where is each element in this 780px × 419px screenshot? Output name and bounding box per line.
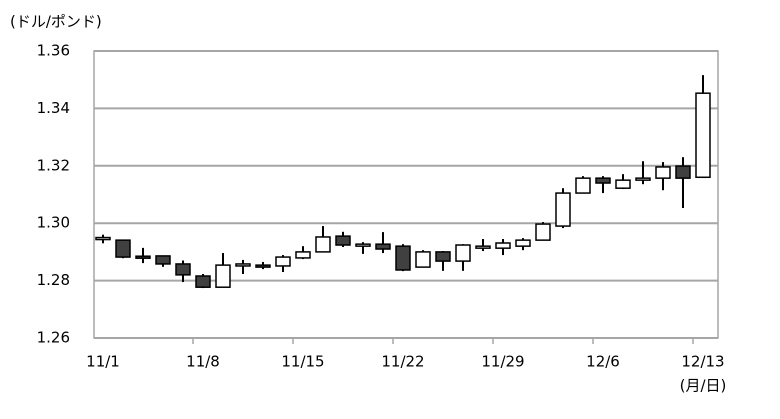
plot-frame [93, 50, 719, 339]
x-axis-label: (月/日) [680, 377, 727, 395]
candle-body [155, 255, 171, 265]
candle-body [535, 223, 551, 241]
x-tick-label: 12/6 [586, 353, 620, 371]
candle-body [415, 251, 431, 268]
candle-body [115, 239, 131, 258]
candle-body [395, 245, 411, 271]
candle-body [695, 92, 711, 179]
candle-body [275, 256, 291, 267]
candle-body [515, 239, 531, 247]
y-tick-label: 1.34 [37, 99, 70, 117]
x-tick-label: 11/8 [186, 353, 220, 371]
candle-body [355, 243, 371, 247]
x-tick-label: 11/22 [381, 353, 424, 371]
x-tick-label: 12/13 [681, 353, 724, 371]
candle-body [295, 251, 311, 259]
candle-body [495, 242, 511, 249]
y-tick-label: 1.32 [37, 156, 70, 174]
x-tick-label: 11/1 [86, 353, 120, 371]
candle-body [375, 243, 391, 250]
candle-body [635, 177, 651, 181]
candle-body [235, 263, 251, 267]
candle-body [195, 275, 211, 288]
candle-body [95, 236, 111, 241]
x-tick-label: 11/15 [281, 353, 324, 371]
candle-body [655, 166, 671, 179]
candle-body [675, 165, 691, 179]
y-tick-label: 1.36 [37, 42, 70, 60]
candle-body [435, 251, 451, 262]
candle-body [215, 264, 231, 288]
y-tick-label: 1.30 [37, 214, 70, 232]
candle-body [575, 177, 591, 194]
candle-body [315, 236, 331, 253]
candle-body [335, 235, 351, 246]
candle-body [135, 255, 151, 259]
candle-body [595, 177, 611, 184]
y-axis-label: (ドル/ポンド) [10, 13, 102, 31]
y-tick-label: 1.26 [37, 329, 70, 347]
y-tick-label: 1.28 [37, 271, 70, 289]
candle-body [555, 192, 571, 227]
x-tick-label: 11/29 [481, 353, 524, 371]
candle-body [255, 264, 271, 268]
candle-body [475, 245, 491, 249]
candle-body [455, 244, 471, 262]
candle-body [615, 179, 631, 189]
candle-body [175, 263, 191, 276]
